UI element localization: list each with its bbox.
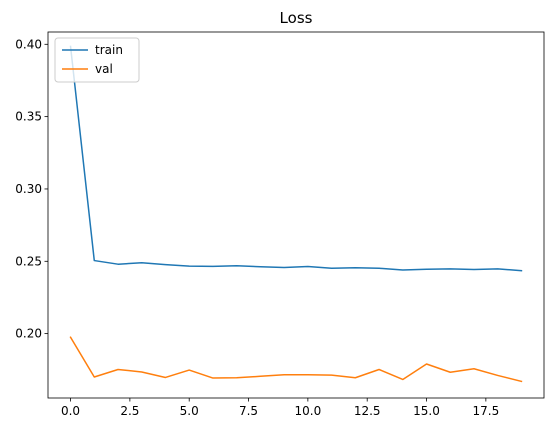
x-tick-label: 0.0 <box>61 404 80 418</box>
x-tick-label: 12.5 <box>354 404 381 418</box>
y-tick-label: 0.20 <box>15 327 42 341</box>
y-tick-label: 0.40 <box>15 37 42 51</box>
x-tick-label: 17.5 <box>472 404 499 418</box>
x-tick-label: 15.0 <box>413 404 440 418</box>
y-tick-label: 0.35 <box>15 110 42 124</box>
x-tick-label: 5.0 <box>180 404 199 418</box>
series-line-val <box>69 336 523 383</box>
legend-label-train: train <box>95 43 123 57</box>
axes: 0.0 2.5 5.0 7.5 10.0 12.5 15.0 17.5 0.20 0.25 0.30… <box>15 31 545 418</box>
legend-box <box>54 37 140 83</box>
x-tick-label: 2.5 <box>120 404 139 418</box>
axes-frame <box>47 31 545 399</box>
legend-label-val: val <box>95 62 113 76</box>
legend: train val <box>54 37 140 83</box>
series-line-train <box>69 45 523 272</box>
x-tick-label: 10.0 <box>295 404 322 418</box>
plot-area <box>69 45 523 383</box>
y-tick-label: 0.30 <box>15 182 42 196</box>
x-tick-label: 7.5 <box>239 404 258 418</box>
y-tick-label: 0.25 <box>15 254 42 268</box>
chart-title: Loss <box>280 9 313 27</box>
